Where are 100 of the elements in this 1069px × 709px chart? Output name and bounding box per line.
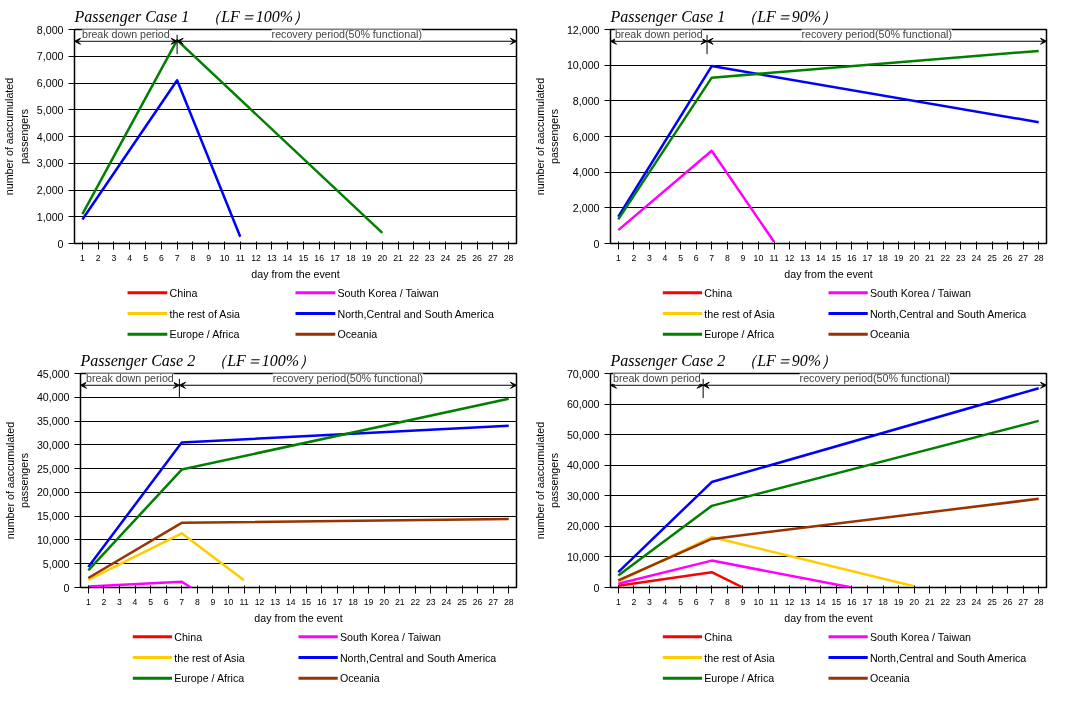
legend-label: the rest of Asia [704, 651, 775, 664]
legend-label: South Korea / Taiwan [869, 630, 972, 643]
x-tick-label: 12 [784, 596, 795, 607]
x-tick-label: 23 [956, 596, 966, 607]
x-tick-label: 7 [709, 252, 715, 263]
x-tick-label: 11 [235, 252, 245, 263]
legend-label: China [174, 630, 203, 643]
x-tick-label: 27 [1018, 252, 1029, 263]
x-tick-label: 22 [940, 596, 951, 607]
x-tick-label: 15 [298, 252, 309, 263]
y-tick-label: 2,000 [572, 201, 600, 214]
legend-label: Europe / Africa [174, 672, 245, 685]
y-axis-title: number of aaccumulated passengers [3, 77, 30, 196]
legend-label: Oceania [869, 328, 910, 341]
x-tick-label: 6 [693, 596, 699, 607]
x-tick-label: 12 [784, 252, 795, 263]
x-tick-label: 1 [85, 596, 91, 607]
y-tick-label: 7,000 [36, 50, 64, 63]
x-tick-label: 14 [815, 252, 826, 263]
legend-label: North,Central and South America [337, 307, 494, 320]
x-tick-label: 28 [1033, 596, 1044, 607]
x-tick-label: 20 [909, 596, 920, 607]
x-tick-label: 23 [424, 252, 435, 263]
y-tick-label: 70,000 [566, 367, 600, 380]
x-tick-label: 13 [800, 252, 811, 263]
y-tick-label: 4,000 [36, 130, 64, 143]
y-tick-label: 30,000 [36, 438, 70, 451]
x-tick-label: 28 [503, 596, 514, 607]
y-tick-label: 35,000 [36, 415, 70, 428]
x-tick-label: 21 [924, 252, 935, 263]
chart-title: Passenger Case 2 （LF＝90%） [609, 351, 838, 370]
annotation: recovery period(50% functional) [271, 28, 423, 41]
x-tick-label: 8 [194, 596, 200, 607]
y-tick-label: 6,000 [36, 77, 64, 89]
y-tick-label: 12,000 [566, 23, 600, 36]
y-tick-label: 4,000 [572, 166, 600, 179]
annotation: recovery period(50% functional) [799, 372, 951, 385]
x-tick-label: 26 [1002, 252, 1013, 263]
y-tick-label: 5,000 [36, 103, 64, 116]
x-tick-label: 18 [878, 596, 888, 607]
x-tick-label: 23 [426, 596, 436, 607]
x-tick-label: 9 [210, 596, 216, 607]
x-tick-label: 15 [301, 596, 312, 607]
x-tick-label: 13 [800, 596, 811, 607]
x-tick-label: 16 [847, 596, 857, 607]
legend-label: North,Central and South America [869, 651, 1027, 664]
x-tick-label: 19 [893, 252, 904, 263]
x-tick-label: 17 [330, 252, 340, 263]
y-tick-label: 60,000 [566, 398, 600, 411]
x-tick-label: 4 [127, 252, 133, 263]
legend-label: South Korea / Taiwan [869, 286, 972, 299]
y-axis-title: number of aaccumulated passengers [533, 77, 560, 196]
x-tick-label: 25 [987, 596, 997, 607]
annotation: break down period [86, 372, 174, 385]
x-tick-label: 20 [909, 252, 920, 263]
x-tick-label: 3 [117, 596, 123, 607]
y-tick-label: 45,000 [36, 367, 70, 380]
x-tick-label: 27 [488, 596, 499, 607]
y-tick-label: 50,000 [566, 428, 600, 441]
y-tick-label: 1,000 [36, 210, 64, 223]
x-tick-label: 22 [940, 252, 951, 263]
legend-label: South Korea / Taiwan [337, 286, 439, 299]
legend-label: the rest of Asia [169, 307, 241, 320]
y-tick-label: 20,000 [36, 486, 70, 499]
x-tick-label: 9 [740, 252, 746, 263]
x-tick-label: 16 [317, 596, 327, 607]
x-tick-label: 2 [95, 252, 101, 263]
x-tick-label: 2 [101, 596, 107, 607]
x-tick-label: 10 [753, 596, 764, 607]
x-tick-label: 24 [971, 596, 982, 607]
y-tick-label: 25,000 [36, 462, 70, 475]
x-tick-label: 19 [361, 252, 372, 263]
y-tick-label: 10,000 [566, 59, 600, 72]
x-tick-label: 15 [831, 596, 842, 607]
y-tick-label: 15,000 [36, 510, 70, 523]
y-tick-label: 10,000 [566, 550, 600, 563]
x-tick-label: 19 [893, 596, 904, 607]
x-axis-title: day from the event [251, 267, 340, 280]
x-tick-label: 1 [79, 252, 85, 263]
x-tick-label: 21 [393, 252, 404, 263]
x-tick-label: 4 [132, 596, 138, 607]
legend-label: China [704, 630, 733, 643]
y-tick-label: 8,000 [36, 23, 64, 36]
x-tick-label: 15 [831, 252, 842, 263]
x-tick-label: 16 [847, 252, 857, 263]
x-tick-label: 1 [615, 252, 621, 263]
x-tick-label: 10 [223, 596, 234, 607]
y-tick-label: 0 [593, 237, 600, 250]
legend-label: China [704, 286, 733, 299]
x-tick-label: 5 [678, 596, 684, 607]
legend-label: Europe / Africa [704, 328, 775, 341]
x-tick-label: 11 [769, 252, 779, 263]
y-tick-label: 2,000 [36, 184, 64, 196]
legend-label: Europe / Africa [704, 672, 775, 685]
x-tick-label: 17 [862, 252, 873, 263]
y-tick-label: 10,000 [36, 533, 70, 546]
x-tick-label: 11 [239, 596, 249, 607]
x-tick-label: 13 [267, 252, 277, 263]
x-tick-label: 1 [615, 596, 621, 607]
x-tick-label: 6 [158, 252, 164, 263]
